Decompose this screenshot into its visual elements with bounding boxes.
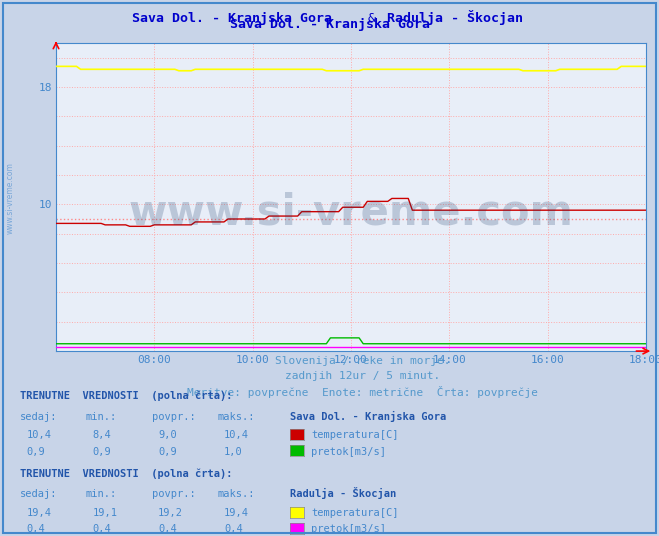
Text: &: &	[360, 12, 384, 25]
Text: Radulja - Škocjan: Radulja - Škocjan	[290, 487, 396, 500]
Text: 10,4: 10,4	[224, 430, 249, 441]
Text: 10,4: 10,4	[26, 430, 51, 441]
Text: 0,4: 0,4	[92, 524, 111, 534]
Text: Sava Dol. - Kranjska Gora: Sava Dol. - Kranjska Gora	[132, 12, 331, 25]
Text: 0,4: 0,4	[158, 524, 177, 534]
Text: 0,4: 0,4	[26, 524, 45, 534]
Text: 0,9: 0,9	[92, 446, 111, 457]
Text: pretok[m3/s]: pretok[m3/s]	[311, 446, 386, 457]
Text: zadnjih 12ur / 5 minut.: zadnjih 12ur / 5 minut.	[285, 371, 440, 382]
Text: Slovenija / reke in morje.: Slovenija / reke in morje.	[275, 356, 450, 367]
Text: povpr.:: povpr.:	[152, 489, 195, 500]
Text: www.si-vreme.com: www.si-vreme.com	[5, 162, 14, 234]
Text: sedaj:: sedaj:	[20, 412, 57, 422]
Text: sedaj:: sedaj:	[20, 489, 57, 500]
Text: povpr.:: povpr.:	[152, 412, 195, 422]
Text: TRENUTNE  VREDNOSTI  (polna črta):: TRENUTNE VREDNOSTI (polna črta):	[20, 468, 232, 479]
Text: www.si-vreme.com: www.si-vreme.com	[129, 191, 573, 233]
Text: Meritve: povprečne  Enote: metrične  Črta: povprečje: Meritve: povprečne Enote: metrične Črta:…	[187, 386, 538, 398]
Text: maks.:: maks.:	[217, 489, 255, 500]
Text: TRENUTNE  VREDNOSTI  (polna črta):: TRENUTNE VREDNOSTI (polna črta):	[20, 391, 232, 401]
Text: 0,9: 0,9	[158, 446, 177, 457]
Text: temperatura[C]: temperatura[C]	[311, 430, 399, 441]
Text: 9,0: 9,0	[158, 430, 177, 441]
Text: 8,4: 8,4	[92, 430, 111, 441]
Text: 19,1: 19,1	[92, 508, 117, 518]
Text: 0,9: 0,9	[26, 446, 45, 457]
Text: temperatura[C]: temperatura[C]	[311, 508, 399, 518]
Text: 19,4: 19,4	[26, 508, 51, 518]
Text: min.:: min.:	[86, 489, 117, 500]
Text: Radulja - Škocjan: Radulja - Škocjan	[387, 10, 523, 25]
Text: 19,2: 19,2	[158, 508, 183, 518]
Text: 19,4: 19,4	[224, 508, 249, 518]
Text: 0,4: 0,4	[224, 524, 243, 534]
Text: pretok[m3/s]: pretok[m3/s]	[311, 524, 386, 534]
Text: 1,0: 1,0	[224, 446, 243, 457]
Text: maks.:: maks.:	[217, 412, 255, 422]
Text: min.:: min.:	[86, 412, 117, 422]
Text: Sava Dol. - Kranjska Gora: Sava Dol. - Kranjska Gora	[229, 18, 430, 31]
Text: Sava Dol. - Kranjska Gora: Sava Dol. - Kranjska Gora	[290, 411, 446, 422]
